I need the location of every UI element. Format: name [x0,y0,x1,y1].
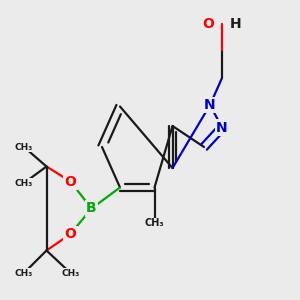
Text: CH₃: CH₃ [15,268,33,278]
Text: O: O [64,175,76,188]
Text: O: O [64,227,76,241]
Text: CH₃: CH₃ [145,218,164,229]
Text: B: B [86,202,97,215]
Text: N: N [216,121,228,134]
Text: CH₃: CH₃ [61,268,80,278]
Text: N: N [204,98,216,112]
Text: O: O [202,17,214,31]
Text: CH₃: CH₃ [15,142,33,152]
Text: H: H [230,17,241,31]
Text: CH₃: CH₃ [15,178,33,188]
